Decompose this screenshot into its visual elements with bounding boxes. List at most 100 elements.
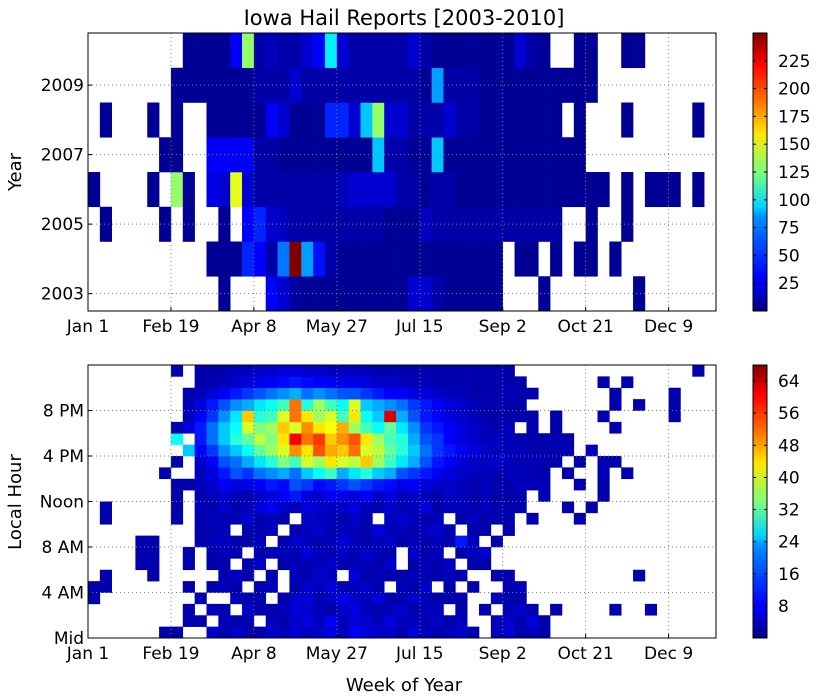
heatmap-cell — [372, 535, 385, 548]
heatmap-cell — [313, 558, 326, 571]
heatmap-cell — [206, 410, 219, 423]
year-colorbar-gradient — [753, 33, 767, 311]
heatmap-cell — [502, 626, 515, 639]
heatmap-cell — [206, 467, 219, 480]
heatmap-cell — [324, 365, 338, 377]
heatmap-cell — [265, 547, 278, 559]
heatmap-cell — [360, 206, 373, 242]
heatmap-cell — [538, 490, 551, 502]
heatmap-cell — [609, 387, 622, 400]
heatmap-cell — [242, 399, 255, 411]
heatmap-cell — [443, 456, 456, 468]
heatmap-cell — [218, 433, 231, 445]
heatmap-cell — [467, 558, 480, 571]
x-tick-label: Apr 8 — [231, 317, 277, 337]
heatmap-cell — [514, 615, 527, 627]
heatmap-cell — [384, 276, 397, 312]
heatmap-cell — [396, 387, 409, 400]
heatmap-cell — [407, 592, 421, 605]
heatmap-cell — [407, 467, 421, 480]
heatmap-cell — [147, 569, 160, 582]
heatmap-cell — [455, 33, 468, 69]
heatmap-cell — [301, 456, 314, 468]
heatmap-cell — [419, 276, 432, 312]
heatmap-cell — [159, 137, 172, 173]
heatmap-cell — [538, 33, 551, 69]
heatmap-cell — [313, 102, 326, 138]
heatmap-cell — [490, 501, 504, 514]
heatmap-cell — [348, 399, 361, 411]
heatmap-cell — [348, 603, 361, 616]
heatmap-cell — [372, 241, 385, 277]
heatmap-cell — [396, 137, 409, 173]
year-heatmap-x-ticks: Jan 1 Feb 19 Apr 8 May 27 Jul 15 Sep 2 Oct 21 D… — [66, 307, 693, 337]
heatmap-cell — [99, 501, 112, 514]
heatmap-cell — [419, 626, 432, 639]
heatmap-cell — [455, 478, 468, 491]
heatmap-cell — [277, 172, 290, 208]
heatmap-cell — [431, 206, 444, 242]
heatmap-cell — [609, 421, 622, 434]
heatmap-cell — [218, 615, 231, 627]
heatmap-cell — [573, 33, 586, 69]
heatmap-cell — [372, 421, 385, 434]
heatmap-cell — [538, 615, 551, 627]
heatmap-cell — [218, 569, 231, 582]
heatmap-cell — [490, 102, 504, 138]
heatmap-cell — [514, 387, 527, 400]
heatmap-cell — [479, 456, 492, 468]
heatmap-cell — [265, 615, 278, 627]
heatmap-cell — [514, 376, 527, 389]
heatmap-cell — [242, 569, 255, 582]
heatmap-cell — [324, 512, 338, 525]
heatmap-cell — [407, 421, 421, 434]
heatmap-cell — [147, 535, 160, 548]
heatmap-cell — [313, 365, 326, 377]
heatmap-cell — [242, 512, 255, 525]
heatmap-cell — [384, 365, 397, 377]
heatmap-cell — [99, 512, 112, 525]
heatmap-cell — [301, 365, 314, 377]
heatmap-cell — [526, 512, 539, 525]
heatmap-cell — [407, 399, 421, 411]
heatmap-cell — [277, 399, 290, 411]
heatmap-cell — [597, 467, 610, 480]
heatmap-cell — [431, 421, 444, 434]
heatmap-cell — [526, 615, 539, 627]
year-heatmap-cells — [88, 33, 705, 312]
heatmap-cell — [455, 137, 468, 173]
heatmap-cell — [443, 569, 456, 582]
heatmap-cell — [336, 535, 349, 548]
heatmap-cell — [490, 592, 504, 605]
heatmap-cell — [313, 501, 326, 514]
heatmap-cell — [372, 172, 385, 208]
heatmap-cell — [230, 615, 243, 627]
heatmap-cell — [561, 433, 575, 445]
heatmap-cell — [253, 399, 267, 411]
heatmap-cell — [419, 467, 432, 480]
heatmap-cell — [230, 444, 243, 457]
heatmap-cell — [573, 478, 586, 491]
heatmap-cell — [502, 365, 515, 377]
colorbar-tick-label: 16 — [778, 565, 800, 585]
heatmap-cell — [621, 33, 634, 69]
heatmap-cell — [372, 206, 385, 242]
heatmap-cell — [265, 376, 278, 389]
colorbar-tick-label: 175 — [778, 107, 810, 127]
heatmap-cell — [431, 512, 444, 525]
heatmap-cell — [514, 501, 527, 514]
heatmap-cell — [538, 444, 551, 457]
year-heatmap-y-ticks: 2003 2005 2007 2009 — [41, 76, 92, 305]
heatmap-cell — [253, 241, 267, 277]
heatmap-cell — [360, 421, 373, 434]
heatmap-cell — [253, 501, 267, 514]
heatmap-cell — [242, 33, 255, 69]
heatmap-cell — [182, 558, 195, 571]
heatmap-cell — [313, 33, 326, 69]
heatmap-cell — [419, 558, 432, 571]
heatmap-cell — [336, 592, 349, 605]
x-tick-label: Feb 19 — [142, 317, 199, 337]
heatmap-cell — [479, 512, 492, 525]
heatmap-cell — [360, 444, 373, 457]
heatmap-cell — [479, 421, 492, 434]
